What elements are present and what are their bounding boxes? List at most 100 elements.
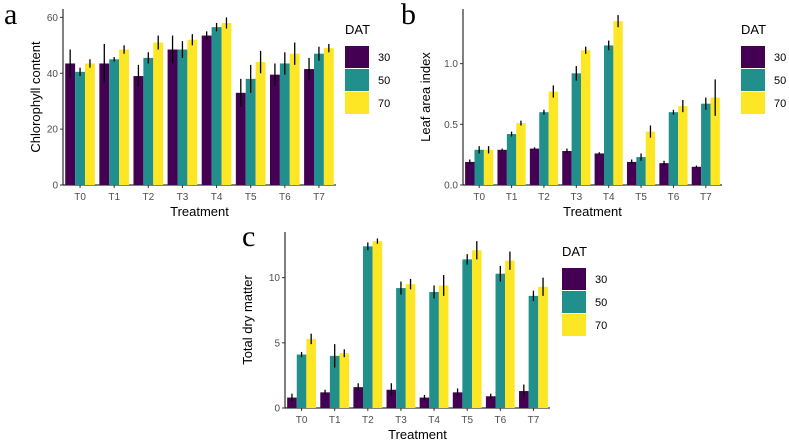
bar-T7-50 — [528, 295, 539, 408]
bar-T2-30 — [353, 387, 364, 408]
x-tick-label: T6 — [668, 192, 680, 203]
legend-label-30: 30 — [595, 274, 607, 286]
x-tick-label: T4 — [428, 415, 440, 426]
bar-T3-30 — [386, 389, 397, 408]
bar-T5-50 — [245, 78, 256, 185]
x-tick-label: T3 — [395, 415, 407, 426]
bar-T7-70 — [323, 48, 334, 185]
legend-key-30 — [562, 268, 586, 290]
legend-label-50: 50 — [774, 75, 786, 87]
bar-T7-70 — [538, 286, 548, 408]
x-tick-label: T2 — [142, 192, 154, 203]
x-axis-title: Treatment — [388, 427, 447, 441]
legend-label-70: 70 — [595, 320, 607, 332]
x-tick-label: T5 — [635, 192, 647, 203]
bar-T0-50 — [296, 354, 307, 408]
bar-T5-50 — [462, 259, 472, 408]
bar-T6-30 — [659, 163, 669, 185]
legend: DAT 30 50 70 — [741, 22, 786, 114]
legend-title: DAT — [741, 22, 766, 37]
bar-T5-70 — [645, 131, 656, 185]
legend-label-70: 70 — [378, 98, 390, 110]
bar-T2-70 — [372, 241, 383, 408]
bar-T1-30 — [99, 63, 110, 185]
x-tick-label: T7 — [700, 192, 712, 203]
bar-T2-70 — [153, 42, 164, 186]
bar-T3-70 — [405, 284, 416, 408]
panel-b-letter: b — [401, 0, 416, 31]
y-axis-title: Total dry matter — [240, 275, 255, 365]
bar-T5-50 — [636, 157, 646, 185]
x-tick-label: T5 — [461, 415, 473, 426]
y-tick-label: 0 — [274, 404, 280, 415]
x-tick-label: T4 — [603, 192, 615, 203]
bar-T2-30 — [529, 148, 540, 185]
bar-T4-30 — [201, 35, 212, 185]
bar-T7-30 — [304, 69, 314, 185]
bar-T1-70 — [339, 353, 350, 408]
y-tick-label: 5 — [274, 338, 280, 349]
bar-T6-70 — [505, 260, 515, 408]
legend-title: DAT — [562, 244, 587, 259]
chart-panel-b: 0.0 0.5 1.0 T0 T1 T2 T3 T4 T5 T6 T7 Treatment Leaf a… — [418, 9, 786, 219]
bar-T2-50 — [143, 57, 154, 186]
bar-T0-30 — [465, 161, 475, 185]
x-tick-label: T3 — [177, 192, 189, 203]
y-tick-label: 0 — [52, 181, 58, 192]
bar-T1-70 — [119, 49, 130, 186]
y-tick-label: 20 — [47, 125, 59, 136]
bar-T3-50 — [571, 73, 582, 185]
x-tick-label: T6 — [494, 415, 506, 426]
bar-T0-30 — [287, 397, 297, 408]
bar-T1-50 — [506, 134, 517, 185]
legend-label-50: 50 — [378, 75, 390, 87]
bar-T3-30 — [562, 151, 572, 185]
legend-title: DAT — [345, 22, 370, 37]
legend-label-30: 30 — [774, 52, 786, 64]
x-tick-label: T2 — [538, 192, 550, 203]
y-axis-title: Chlorophyll content — [28, 41, 43, 153]
bar-T1-70 — [516, 123, 526, 185]
legend-key-30 — [741, 46, 765, 68]
y-axis-title: Leaf area index — [418, 52, 433, 142]
legend-label-70: 70 — [774, 98, 786, 110]
x-tick-label: T2 — [362, 415, 374, 426]
bar-T6-50 — [495, 273, 506, 408]
bar-T3-30 — [167, 49, 178, 186]
legend-key-70 — [345, 92, 369, 114]
bar-T0-70 — [483, 149, 494, 185]
x-tick-label: T0 — [473, 192, 485, 203]
y-tick-label: 0.5 — [444, 120, 458, 131]
bar-T7-50 — [701, 103, 711, 185]
bar-T0-70 — [85, 63, 95, 185]
bar-T4-30 — [594, 153, 604, 185]
x-tick-label: T0 — [74, 192, 86, 203]
legend-key-50 — [562, 291, 586, 313]
bar-T3-70 — [581, 50, 591, 185]
legend-label-50: 50 — [595, 297, 607, 309]
bar-T7-30 — [519, 391, 529, 408]
legend-key-70 — [562, 314, 586, 336]
x-tick-label: T7 — [313, 192, 325, 203]
bar-T0-30 — [65, 63, 76, 185]
bar-T1-30 — [320, 392, 330, 408]
bar-T4-70 — [438, 285, 449, 408]
bar-T6-30 — [269, 74, 280, 185]
legend: DAT 30 50 70 — [345, 22, 390, 114]
bar-T4-50 — [429, 291, 439, 408]
bar-T3-50 — [396, 288, 406, 408]
bar-T3-50 — [177, 49, 188, 186]
bar-T6-30 — [485, 396, 496, 408]
legend-key-30 — [345, 46, 369, 68]
y-tick-label: 0.0 — [444, 181, 458, 192]
bar-T5-30 — [235, 92, 246, 185]
x-tick-label: T1 — [329, 415, 341, 426]
chart-panel-c: 0 5 10 T0 T1 T2 T3 T4 T5 T6 T7 Treatment Total dry m… — [240, 232, 607, 441]
bar-T2-30 — [133, 76, 144, 185]
bar-T5-30 — [626, 161, 637, 185]
panel-c-letter: c — [242, 220, 255, 253]
bar-T7-70 — [710, 97, 720, 185]
x-tick-label: T3 — [570, 192, 582, 203]
bar-T5-30 — [452, 392, 463, 408]
